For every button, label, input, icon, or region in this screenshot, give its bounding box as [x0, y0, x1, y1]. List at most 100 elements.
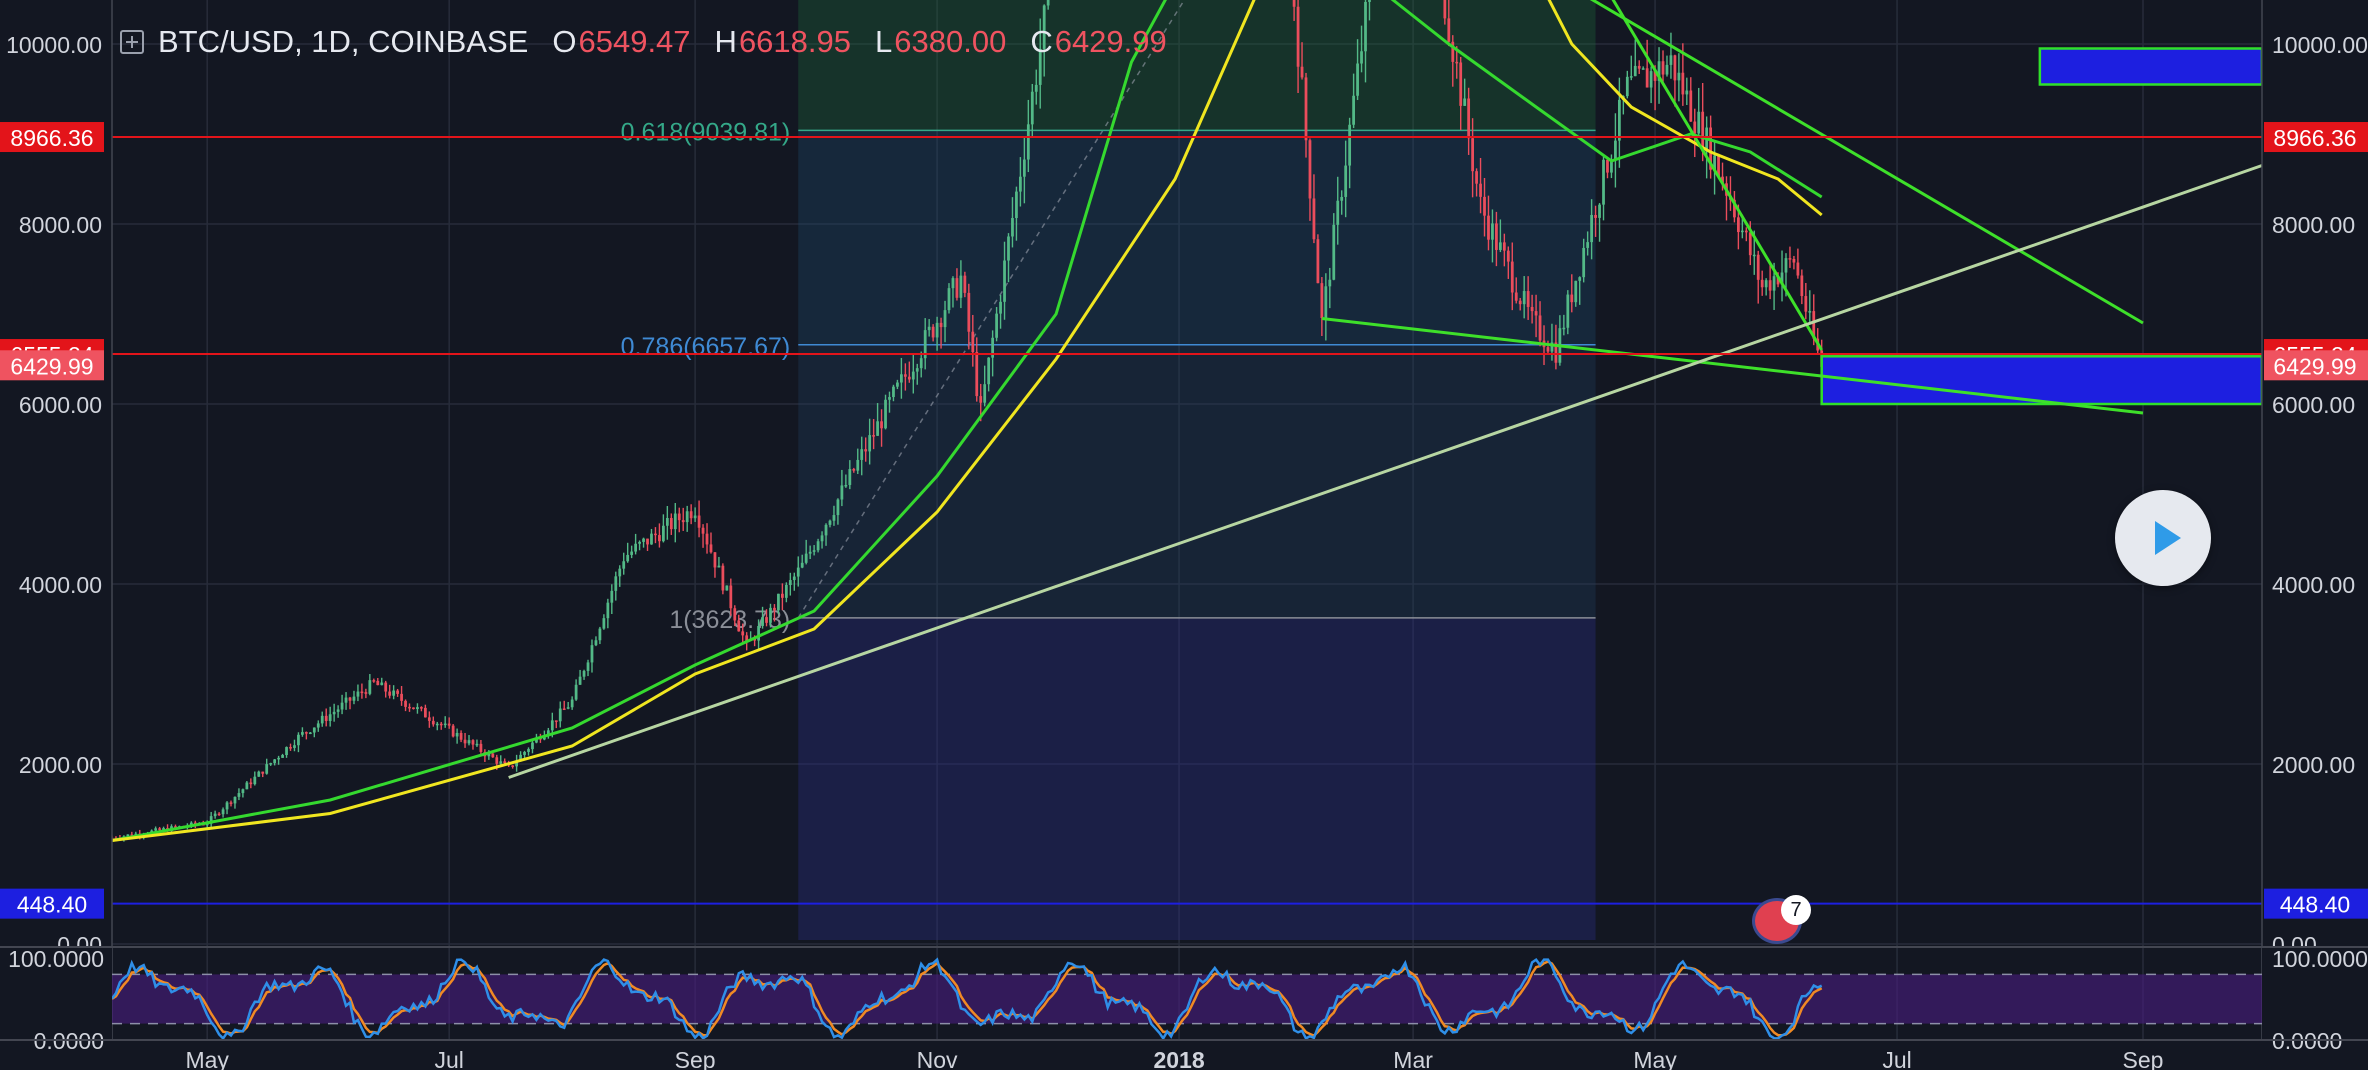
chart-legend: BTC/USD, 1D, COINBASE O 6549.47 H 6618.9…: [120, 20, 1167, 64]
time-tick-label: May: [1633, 1047, 1677, 1070]
candle-body: [301, 732, 304, 735]
candle-body: [1748, 232, 1752, 256]
price-tick-right: 6000.00: [2272, 392, 2355, 418]
price-tick-left: 2000.00: [19, 752, 102, 778]
candle-body: [1026, 124, 1030, 160]
candle-body: [550, 720, 554, 731]
candle-body: [721, 565, 725, 591]
candle-body: [431, 720, 435, 725]
candle-body: [824, 524, 828, 536]
candle-body: [658, 535, 661, 542]
candle-body: [1677, 72, 1681, 81]
candle-body: [249, 782, 253, 785]
candle-body: [388, 691, 392, 696]
candle-body: [1471, 138, 1474, 172]
candle-body: [523, 751, 526, 755]
trendline: [508, 164, 2263, 779]
candle-body: [610, 590, 614, 603]
candle-body: [1673, 55, 1677, 81]
candle-body: [209, 816, 213, 824]
candle-body: [451, 725, 455, 737]
candle-body: [404, 700, 407, 707]
candle-body: [856, 459, 860, 471]
candle-body: [979, 396, 983, 403]
candle-body: [225, 802, 229, 810]
candle-body: [765, 617, 768, 623]
candle-body: [1701, 111, 1705, 152]
candle-body: [1788, 258, 1792, 260]
candle-body: [348, 697, 352, 701]
candle-body: [221, 809, 225, 815]
candle-body: [927, 326, 931, 331]
candle-body: [800, 562, 804, 568]
candle-body: [368, 680, 372, 694]
candle-body: [618, 568, 622, 577]
candle-body: [293, 745, 296, 748]
candle-body: [578, 676, 582, 685]
candle-body: [392, 690, 396, 696]
candle-body: [1697, 111, 1701, 134]
stochastic-tick-left: 100.0000: [8, 946, 104, 972]
candle-body: [304, 732, 308, 734]
candle-body: [832, 515, 836, 521]
close-value: 6429.99: [1054, 24, 1167, 59]
candle-body: [665, 518, 669, 526]
candle-body: [693, 515, 697, 519]
candle-body: [1300, 66, 1304, 78]
price-tick-left: 8000.00: [19, 212, 102, 238]
symbol-label[interactable]: BTC/USD, 1D, COINBASE: [158, 24, 529, 59]
candle-body: [963, 275, 967, 293]
candle-body: [1510, 261, 1514, 293]
candle-body: [273, 759, 277, 764]
candle-body: [519, 754, 522, 762]
candle-body: [174, 826, 177, 828]
candle-body: [356, 691, 360, 697]
candle-body: [1653, 71, 1657, 81]
candle-body: [987, 357, 991, 385]
candle-body: [1534, 311, 1538, 316]
time-tick-label: Sep: [675, 1047, 716, 1070]
fib-level-label: 0.786(6657.67): [621, 333, 791, 361]
candle-body: [158, 828, 161, 830]
time-tick-label: 2018: [1153, 1047, 1204, 1070]
candle-body: [876, 421, 879, 436]
candle-body: [1530, 306, 1534, 312]
candle-body: [1495, 223, 1498, 250]
candle-body: [297, 734, 300, 746]
event-count-badge[interactable]: 7: [1781, 895, 1811, 925]
candle-body: [574, 684, 578, 700]
candle-body: [1566, 294, 1570, 328]
candle-body: [991, 337, 995, 358]
candle-body: [717, 565, 721, 568]
candle-body: [903, 374, 907, 377]
candle-body: [1003, 260, 1006, 302]
candle-body: [975, 352, 979, 397]
candle-body: [332, 711, 336, 715]
play-replay-icon[interactable]: [2115, 490, 2211, 586]
candle-body: [1320, 283, 1324, 319]
price-tag-left-label: 448.40: [17, 892, 87, 918]
price-tag-left: [0, 888, 104, 919]
candle-body: [360, 691, 364, 694]
candle-body: [654, 533, 657, 536]
add-symbol-icon[interactable]: [120, 30, 144, 54]
candle-body: [995, 313, 998, 338]
candle-body: [511, 765, 515, 767]
candle-body: [1550, 342, 1554, 352]
fib-zone-band: [798, 344, 1596, 618]
candle-body: [1736, 217, 1740, 233]
candle-body: [546, 730, 550, 736]
fib-zone-band: [798, 617, 1596, 940]
candle-body: [1657, 61, 1661, 81]
candle-body: [713, 552, 717, 568]
fib-diagonal: [797, 0, 1186, 619]
candle-body: [499, 761, 503, 764]
candle-body: [951, 278, 955, 289]
candle-body: [784, 584, 788, 598]
candle-body: [1364, 1, 1367, 52]
candle-body: [1308, 140, 1312, 199]
candle-body: [840, 485, 844, 500]
candle-body: [1007, 236, 1010, 261]
candle-body: [661, 525, 665, 542]
